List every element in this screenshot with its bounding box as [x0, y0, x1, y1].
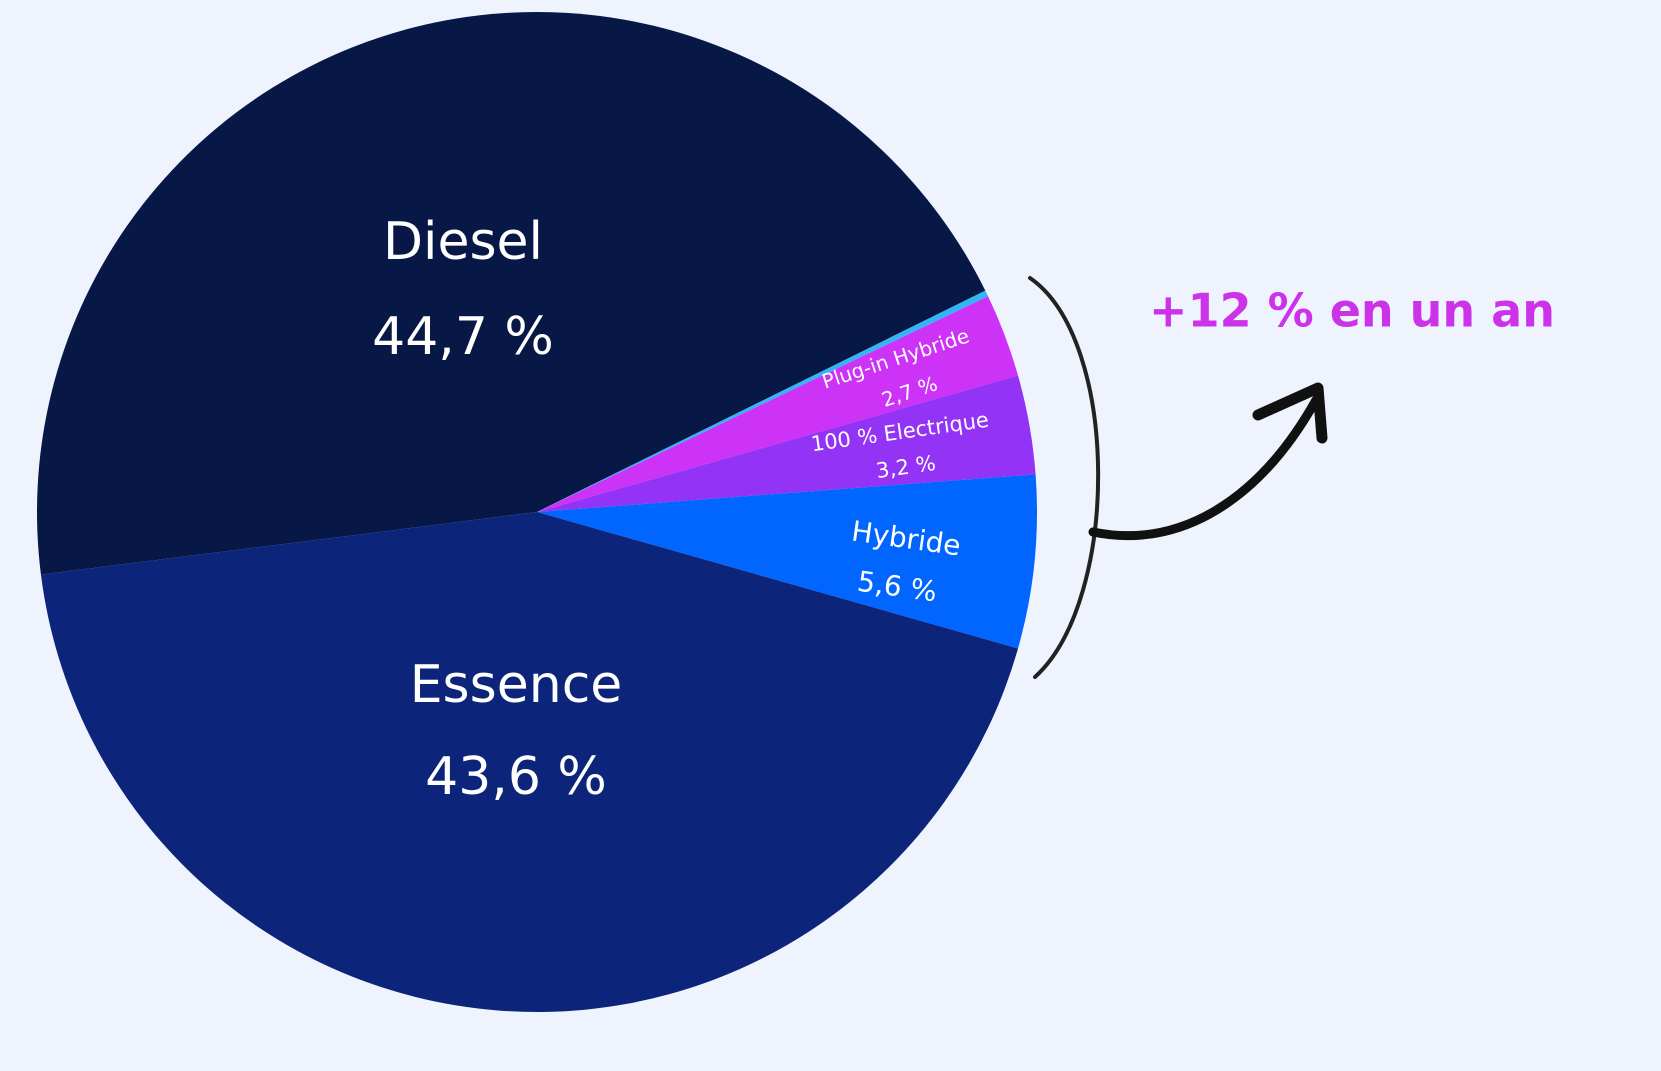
pie-slice — [537, 375, 1036, 512]
bracket — [1028, 276, 1101, 679]
arrow — [1088, 395, 1321, 541]
slice-label: Diesel — [383, 212, 543, 272]
pie-slice — [537, 474, 1037, 649]
arrow-head — [1252, 382, 1328, 444]
value-label: 44,7 % — [372, 307, 554, 367]
pie-slice — [537, 296, 1019, 512]
pie-slice — [40, 512, 1019, 1013]
pie — [36, 11, 1037, 1013]
annotation: +12 % en un an — [1149, 284, 1555, 338]
value-label: 43,6 % — [425, 747, 607, 807]
pie-slice — [36, 11, 986, 575]
pie-slice — [537, 290, 989, 512]
slice-label: Essence — [410, 655, 623, 715]
